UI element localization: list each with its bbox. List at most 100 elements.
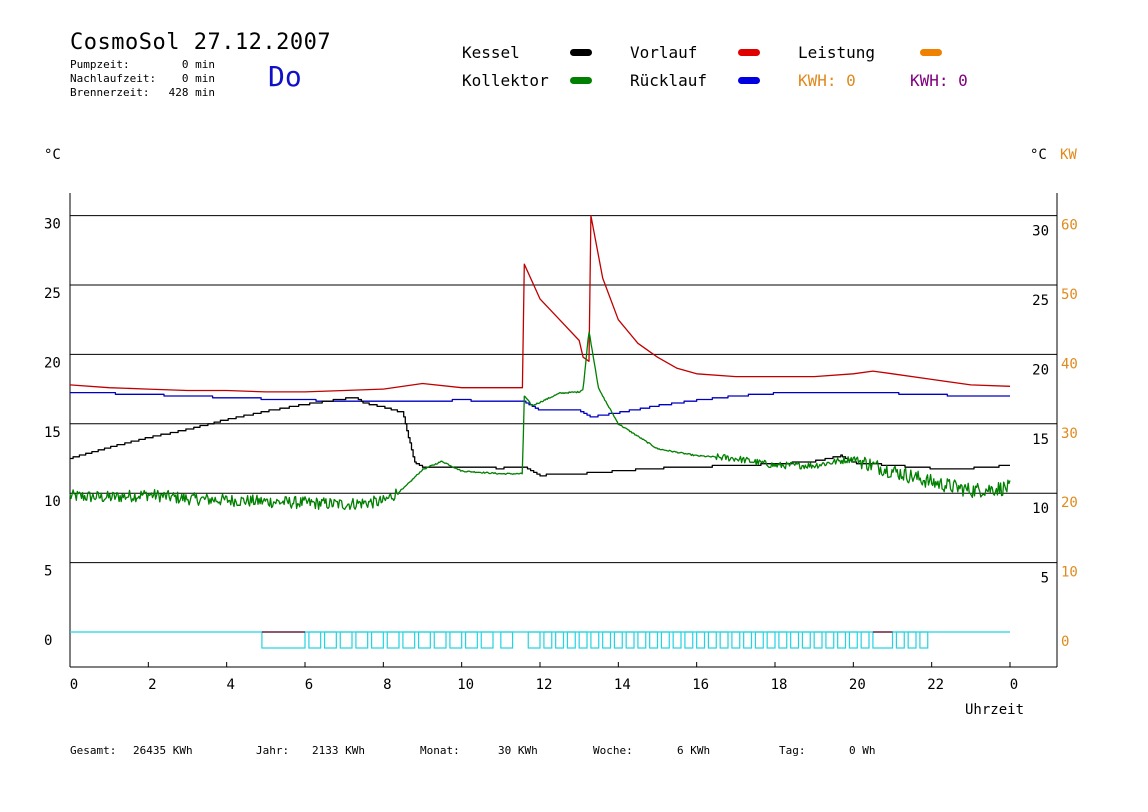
footer-jahr-value: 2133 KWh [312,744,365,757]
y-tick-label-kw: 30 [1061,426,1078,442]
footer-gesamt-value: 26435 KWh [133,744,193,757]
x-tick-label: 22 [927,677,944,693]
burner-pulse [402,631,416,649]
chart-title: CosmoSol 27.12.2007 [70,30,332,55]
y-tick-label-right: 15 [1032,432,1049,448]
grid-lines [70,215,1057,564]
burner-pulse [907,631,917,649]
stat-row: Nachlaufzeit: 0 min [70,72,215,86]
y-tick-label-left: 20 [44,355,61,371]
x-tick-label: 14 [614,677,631,693]
y-axis-unit-left: °C [44,147,61,163]
y-tick-label-right: 20 [1032,362,1049,378]
y-tick-label-left: 30 [44,217,61,233]
footer-monat-value: 30 KWh [498,744,538,757]
x-axis-label: Uhrzeit [965,702,1025,718]
burner-pulse [754,631,764,649]
legend-label-vorlauf: Vorlauf [630,43,698,62]
axes [69,193,1058,668]
burner-pulse [355,631,369,649]
stat-row: Brennerzeit: 428 min [70,86,215,100]
x-tick-label: 0 [70,677,78,693]
burner-pulse [860,631,870,649]
stat-label: Nachlaufzeit: [70,72,157,85]
burner-pulse [743,631,753,649]
stat-label: Pumpzeit: [70,58,130,71]
y-axis-unit-kw: KW [1060,147,1077,163]
burner-pulse [625,631,635,649]
burner-pulse [613,631,623,649]
x-tick-label: 4 [226,677,234,693]
legend-swatch-ruecklauf [738,77,760,84]
burner-pulse [339,631,353,649]
stat-value: 0 min [181,58,215,71]
legend-swatch-vorlauf [738,49,760,56]
y-tick-label-left: 0 [44,633,52,649]
burner-pulse [555,631,565,649]
stats-block: Pumpzeit: 0 min Nachlaufzeit: 0 min Brenne… [70,58,215,100]
series-lines [69,214,1011,511]
x-tick-label: 0 [1010,677,1018,693]
x-tick-label: 18 [771,677,788,693]
stat-label: Brennerzeit: [70,86,150,99]
y-tick-label-right: 10 [1032,501,1049,517]
legend-label-kessel: Kessel [462,43,520,62]
burner-pulse [649,631,659,649]
footer-tag-label: Tag: [779,744,806,757]
y-axis-unit-right: °C [1030,147,1047,163]
x-tick-label: 20 [849,677,866,693]
y-tick-label-kw: 50 [1061,287,1078,303]
burner-pulse [684,631,694,649]
footer-monat-label: Monat: [420,744,460,757]
stat-row: Pumpzeit: 0 min [70,58,215,72]
burner-pulse [672,631,682,649]
legend-label-leistung: Leistung [798,43,876,62]
burner-pulse [637,631,647,649]
y-tick-label-left: 25 [44,286,61,302]
x-tick-label: 2 [148,677,156,693]
series-line-kollektor [69,331,1011,511]
y-tick-label-left: 15 [44,425,61,441]
burner-pulses [70,631,1010,649]
burner-pulse [578,631,588,649]
legend-swatch-kessel [570,49,592,56]
y-tick-label-kw: 10 [1061,565,1078,581]
burner-pulse [837,631,847,649]
burner-pulse [527,631,541,649]
series-line-kessel [70,397,1010,477]
stat-value: 428 min [168,86,215,99]
burner-pulse [825,631,835,649]
y-tick-label-kw: 40 [1061,356,1078,372]
y-tick-label-kw: 20 [1061,495,1078,511]
burner-pulse [696,631,706,649]
legend-swatch-kollektor [570,77,592,84]
burner-pulse [308,631,322,649]
footer-jahr-label: Jahr: [256,744,290,757]
y-tick-label-kw: 0 [1061,634,1069,650]
x-tick-label: 12 [536,677,553,693]
burner-pulse [480,631,494,649]
burner-pulse [590,631,600,649]
burner-pulse [895,631,905,649]
burner-pulse [602,631,612,649]
legend-label-ruecklauf: Rücklauf [630,71,708,90]
kwh-orange-label: KWH: 0 [798,71,856,90]
legend-swatch-leistung [920,49,942,56]
burner-pulse [872,631,894,649]
burner-pulse [323,631,337,649]
y-tick-label-right: 30 [1032,224,1049,240]
burner-pulse [417,631,431,649]
burner-pulse [731,631,741,649]
x-tick-label: 16 [692,677,709,693]
burner-pulse [778,631,788,649]
footer-gesamt-label: Gesamt: [70,744,117,757]
y-tick-label-right: 5 [1041,571,1049,587]
burner-pulse [660,631,670,649]
weekday-label: Do [268,60,302,93]
burner-pulse [464,631,478,649]
footer-tag-value: 0 Wh [849,744,876,757]
x-tick-label: 8 [383,677,391,693]
burner-pulse [500,631,514,649]
burner-pulse [707,631,717,649]
